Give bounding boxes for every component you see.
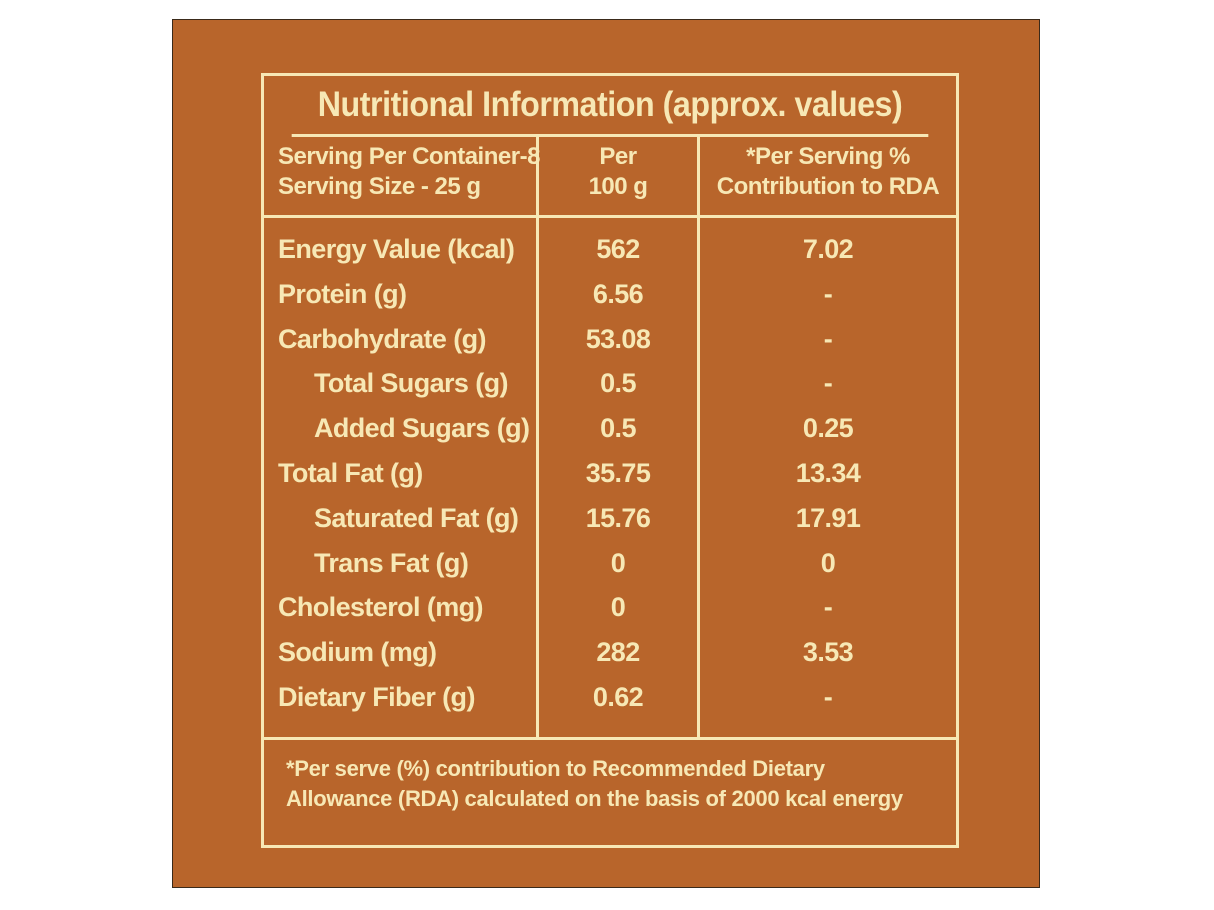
nutrient-per100: 0.5 bbox=[600, 413, 636, 444]
table-row: Added Sugars (g) 0.5 0.25 bbox=[264, 409, 956, 454]
footnote-line: *Per serve (%) contribution to Recommend… bbox=[286, 756, 825, 781]
nutrient-name: Total Fat (g) bbox=[278, 457, 423, 488]
table-row: Cholesterol (mg) 0 - bbox=[264, 588, 956, 633]
nutrient-rda: 3.53 bbox=[802, 637, 854, 668]
nutrient-name: Total Sugars (g) bbox=[314, 368, 509, 399]
column-divider bbox=[697, 134, 700, 737]
nutrient-rda: - bbox=[823, 368, 833, 399]
header-100g-label: 100 g bbox=[588, 173, 648, 200]
nutrient-per100: 282 bbox=[596, 637, 640, 668]
nutrient-name: Saturated Fat (g) bbox=[314, 502, 519, 533]
serving-per-container: Serving Per Container-8 bbox=[278, 143, 540, 170]
nutrient-per100: 0.62 bbox=[592, 681, 644, 712]
nutrient-rda: - bbox=[823, 681, 833, 712]
nutrient-rows: Energy Value (kcal) 562 7.02 Protein (g)… bbox=[264, 230, 956, 723]
header-contribution-label: Contribution to RDA bbox=[716, 173, 940, 200]
serving-size: Serving Size - 25 g bbox=[278, 173, 481, 200]
nutrient-rda: 7.02 bbox=[802, 234, 854, 264]
nutrient-rda: - bbox=[823, 278, 833, 309]
nutrient-name: Carbohydrate (g) bbox=[278, 323, 487, 354]
nutrition-label-panel: Nutritional Information (approx. values)… bbox=[172, 19, 1040, 888]
nutrient-rda: - bbox=[823, 323, 833, 354]
footnote-line: Allowance (RDA) calculated on the basis … bbox=[286, 786, 903, 811]
nutrient-name: Sodium (mg) bbox=[278, 637, 437, 668]
table-row: Carbohydrate (g) 53.08 - bbox=[264, 320, 956, 365]
header-per-100g: Per 100 g bbox=[539, 142, 697, 202]
table-header-row: Serving Per Container-8 Serving Size - 2… bbox=[264, 134, 956, 218]
table-footnote: *Per serve (%) contribution to Recommend… bbox=[264, 737, 956, 845]
nutrition-table-frame: Nutritional Information (approx. values)… bbox=[261, 73, 959, 848]
nutrient-per100: 0.5 bbox=[600, 368, 636, 399]
nutrient-name: Cholesterol (mg) bbox=[278, 592, 484, 623]
table-row: Saturated Fat (g) 15.76 17.91 bbox=[264, 499, 956, 544]
nutrient-rda: 17.91 bbox=[795, 502, 861, 533]
header-serving-info: Serving Per Container-8 Serving Size - 2… bbox=[278, 142, 540, 202]
column-divider bbox=[536, 134, 539, 737]
nutrient-per100: 6.56 bbox=[592, 278, 644, 309]
nutrient-name: Dietary Fiber (g) bbox=[278, 681, 475, 712]
nutrient-per100: 15.76 bbox=[585, 502, 651, 533]
table-row: Total Sugars (g) 0.5 - bbox=[264, 364, 956, 409]
footnote-text: *Per serve (%) contribution to Recommend… bbox=[286, 754, 903, 814]
header-per-label: Per bbox=[599, 143, 637, 170]
table-row: Dietary Fiber (g) 0.62 - bbox=[264, 678, 956, 723]
table-row: Total Fat (g) 35.75 13.34 bbox=[264, 454, 956, 499]
nutrient-per100: 0 bbox=[610, 592, 626, 623]
nutrient-per100: 53.08 bbox=[585, 323, 651, 354]
nutrient-name: Trans Fat (g) bbox=[314, 547, 469, 578]
nutrient-name: Added Sugars (g) bbox=[314, 413, 530, 444]
table-row: Sodium (mg) 282 3.53 bbox=[264, 633, 956, 678]
table-title: Nutritional Information (approx. values) bbox=[291, 76, 929, 137]
nutrient-rda: 0 bbox=[820, 547, 836, 578]
nutrient-per100: 562 bbox=[596, 234, 640, 264]
nutrient-per100: 0 bbox=[610, 547, 626, 578]
nutrient-rda: 0.25 bbox=[802, 413, 854, 444]
nutrient-per100: 35.75 bbox=[585, 457, 651, 488]
nutrient-name: Protein (g) bbox=[278, 278, 407, 309]
table-row: Energy Value (kcal) 562 7.02 bbox=[264, 230, 956, 275]
table-row: Protein (g) 6.56 - bbox=[264, 275, 956, 320]
nutrient-rda: - bbox=[823, 592, 833, 623]
header-rda: *Per Serving % Contribution to RDA bbox=[700, 142, 956, 202]
table-row: Trans Fat (g) 0 0 bbox=[264, 544, 956, 589]
nutrient-rda: 13.34 bbox=[795, 457, 861, 488]
header-per-serving-label: *Per Serving % bbox=[746, 143, 910, 170]
nutrient-name: Energy Value (kcal) bbox=[278, 234, 515, 264]
nutrition-table: Serving Per Container-8 Serving Size - 2… bbox=[264, 134, 956, 737]
